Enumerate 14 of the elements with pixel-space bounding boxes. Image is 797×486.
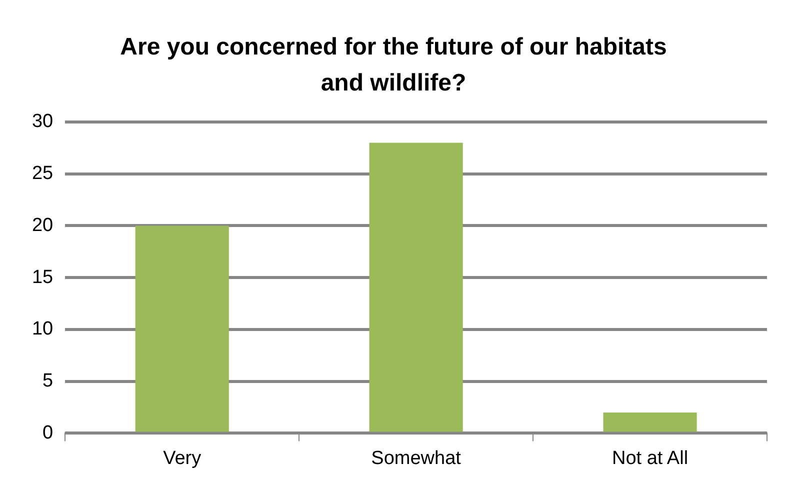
y-tick-label: 20	[32, 214, 54, 236]
y-tick-label: 30	[32, 111, 54, 132]
bar	[135, 226, 229, 432]
y-tick-label: 25	[32, 163, 54, 184]
y-tick-label: 0	[42, 422, 54, 444]
y-tick-label: 15	[32, 266, 54, 288]
y-tick-label: 10	[32, 318, 54, 340]
y-tick-label: 5	[42, 370, 54, 392]
bar	[369, 142, 463, 432]
bar	[603, 412, 697, 432]
x-tick-label: Somewhat	[371, 448, 462, 469]
x-tick-label: Not at All	[612, 448, 688, 469]
chart-title: Are you concerned for the future of our habitats and wildlife?	[120, 34, 667, 97]
x-tick-label: Very	[163, 448, 202, 469]
